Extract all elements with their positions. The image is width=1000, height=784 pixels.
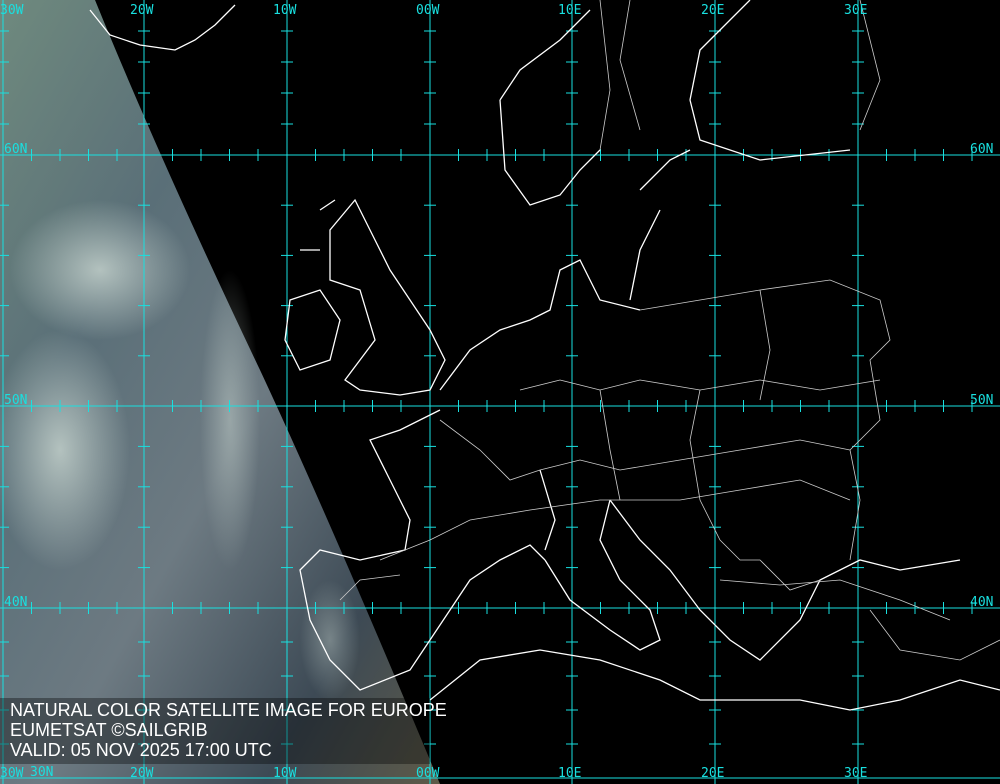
cloud-band <box>0 330 130 570</box>
latitude-label-right: 40N <box>970 595 994 610</box>
longitude-label-top: 10W <box>273 3 297 18</box>
longitude-label-bottom: 10E <box>558 766 582 781</box>
longitude-label-top: 00W <box>416 3 440 18</box>
longitude-label-top: 20E <box>701 3 725 18</box>
latitude-label-right: 50N <box>970 393 994 408</box>
latitude-label-left: 50N <box>4 393 28 408</box>
valid-time: VALID: 05 NOV 2025 17:00 UTC <box>10 740 272 760</box>
latitude-label-left: 60N <box>4 142 28 157</box>
longitude-label-top: 30W <box>0 3 24 18</box>
cyclone-cloud <box>10 200 190 340</box>
caption-backdrop <box>0 698 430 764</box>
cloud-band <box>200 270 260 570</box>
cloud-band <box>300 580 360 700</box>
country-borders <box>339 0 1000 661</box>
longitude-label-top: 10E <box>558 3 582 18</box>
longitude-label-top: 20W <box>130 3 154 18</box>
longitude-label-top: 30E <box>844 3 868 18</box>
longitude-label-bottom: 30W <box>0 766 24 781</box>
latitude-label-right: 60N <box>970 142 994 157</box>
longitude-label-bottom: 10W <box>273 766 297 781</box>
image-title: NATURAL COLOR SATELLITE IMAGE FOR EUROPE <box>10 700 447 720</box>
longitude-label-bottom: 30E <box>844 766 868 781</box>
latitude-label-left: 40N <box>4 595 28 610</box>
latitude-label-left: 30N <box>30 765 54 780</box>
image-source: EUMETSAT ©SAILGRIB <box>10 720 208 740</box>
longitude-label-bottom: 20W <box>130 766 154 781</box>
longitude-label-bottom: 00W <box>416 766 440 781</box>
coastlines <box>89 0 1000 711</box>
longitude-label-bottom: 20E <box>701 766 725 781</box>
